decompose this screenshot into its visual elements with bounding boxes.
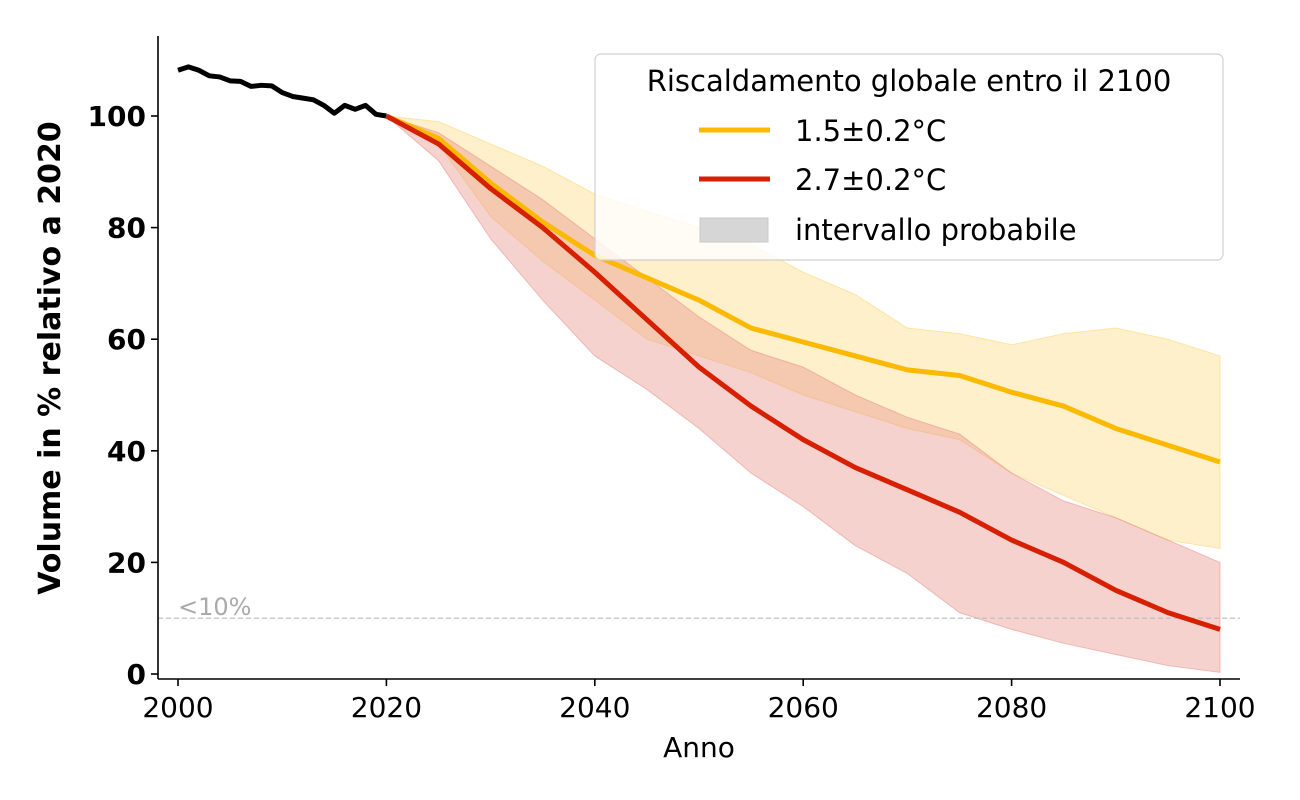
x-tick-label: 2020	[351, 691, 422, 724]
y-tick-label: 0	[127, 658, 146, 691]
legend-label-1-5: 1.5±0.2°C	[795, 114, 946, 148]
legend-label-2-7: 2.7±0.2°C	[795, 163, 946, 197]
y-tick-label: 60	[107, 323, 146, 356]
y-tick-label: 80	[107, 212, 146, 245]
threshold-label: <10%	[178, 593, 251, 621]
x-tick-label: 2100	[1184, 691, 1255, 724]
legend-box	[594, 53, 1224, 261]
x-axis-label: Anno	[663, 731, 735, 764]
y-axis-label: Volume in % relativo a 2020	[33, 121, 68, 595]
x-tick-label: 2080	[976, 691, 1047, 724]
legend-swatch-interval	[699, 217, 769, 243]
x-tick-label: 2040	[559, 691, 630, 724]
line-historical	[177, 64, 387, 119]
x-tick-label: 2000	[142, 691, 213, 724]
x-tick-label: 2060	[768, 691, 839, 724]
line-1-5	[385, 113, 1221, 465]
legend-title: Riscaldamento globale entro il 2100	[647, 64, 1172, 98]
legend: Riscaldamento globale entro il 2100 1.5±…	[594, 53, 1224, 261]
legend-label-interval: intervallo probabile	[795, 213, 1077, 247]
y-tick-label: 20	[107, 546, 146, 579]
line-2-7	[385, 113, 1221, 632]
axes	[157, 36, 1240, 680]
y-tick-label: 40	[107, 435, 146, 468]
series-lines	[177, 64, 1221, 632]
y-tick-label: 100	[88, 100, 146, 133]
